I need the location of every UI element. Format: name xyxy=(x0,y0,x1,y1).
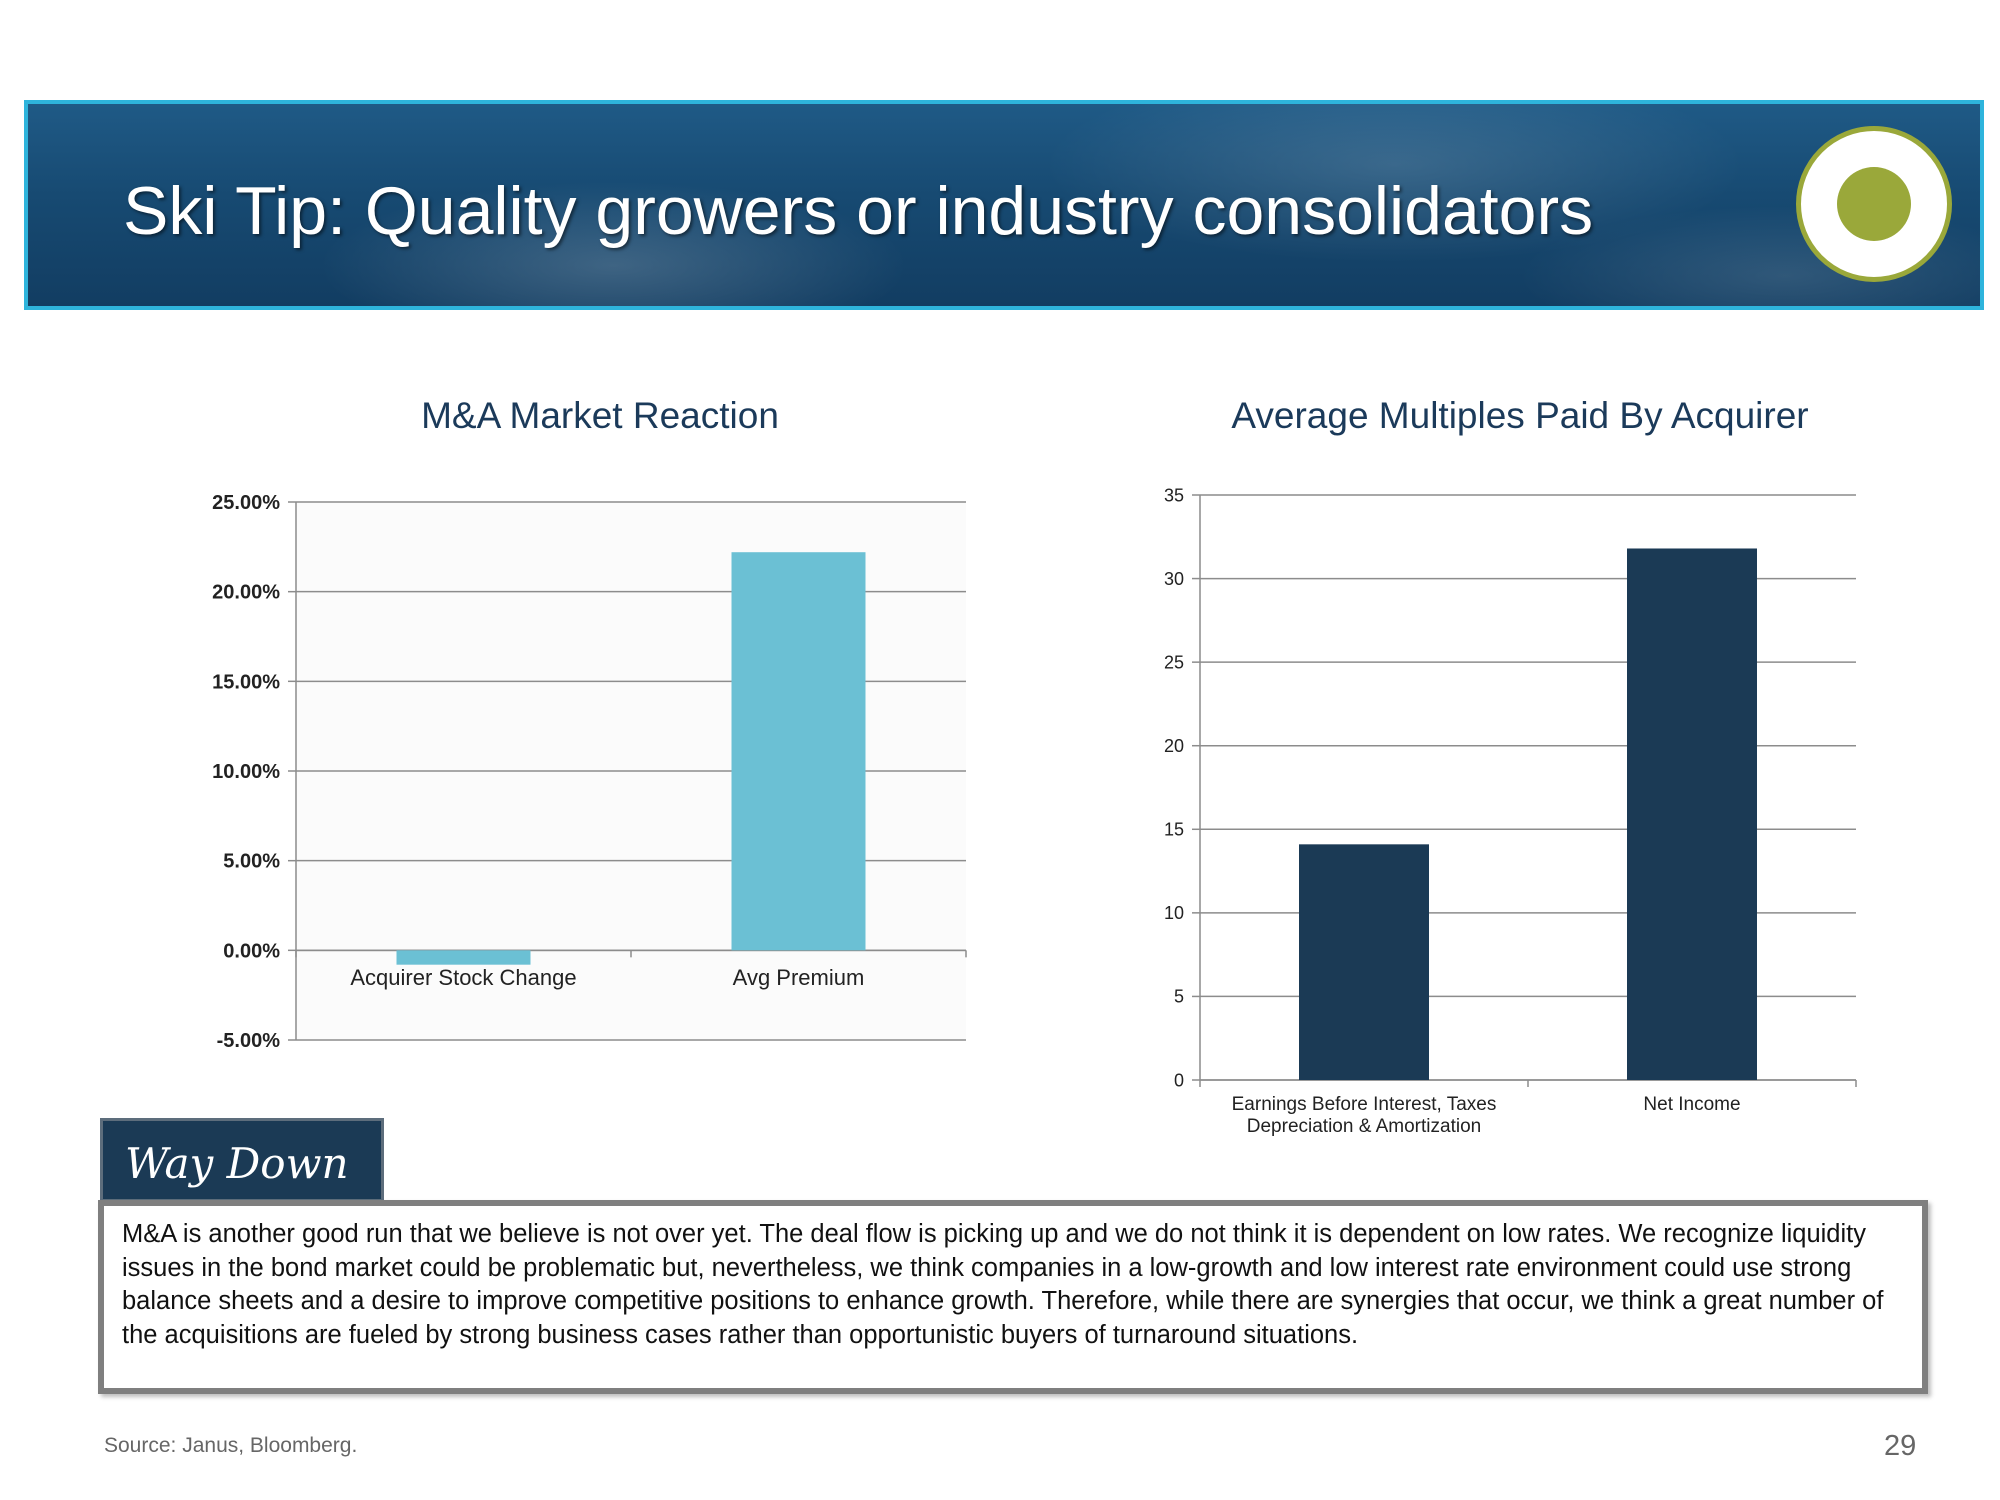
y-tick-label: 30 xyxy=(1164,569,1184,589)
x-category-label: Net Income xyxy=(1643,1094,1740,1115)
logo-dot xyxy=(1837,167,1911,241)
y-tick-label: 10.00% xyxy=(212,761,280,783)
y-tick-label: 5.00% xyxy=(223,851,280,873)
y-tick-label: 25 xyxy=(1164,652,1184,672)
y-tick-label: 0 xyxy=(1174,1070,1184,1090)
chart-1-title: M&A Market Reaction xyxy=(421,395,779,436)
y-tick-label: 20.00% xyxy=(212,582,280,604)
x-category-label: Earnings Before Interest, Taxes xyxy=(1232,1094,1497,1115)
x-category-label: Depreciation & Amortization xyxy=(1247,1116,1481,1137)
commentary-box: M&A is another good run that we believe … xyxy=(98,1200,1928,1394)
x-category-label: Acquirer Stock Change xyxy=(350,965,576,990)
commentary-text: M&A is another good run that we believe … xyxy=(122,1220,1884,1349)
y-tick-label: 0.00% xyxy=(223,940,280,962)
page-title: Ski Tip: Quality growers or industry con… xyxy=(123,173,1594,249)
y-tick-label: 25.00% xyxy=(212,492,280,514)
y-tick-label: 15.00% xyxy=(212,671,280,693)
way-down-label: Way Down xyxy=(125,1139,349,1188)
y-tick-label: 35 xyxy=(1164,485,1184,505)
x-category-label: Avg Premium xyxy=(733,965,865,990)
title-banner: Ski Tip: Quality growers or industry con… xyxy=(24,100,1984,310)
logo-circle-icon xyxy=(1796,126,1952,282)
bar-1-2 xyxy=(731,552,866,951)
y-tick-label: 5 xyxy=(1174,987,1184,1007)
way-down-label-box: Way Down xyxy=(100,1118,384,1202)
chart-2-title: Average Multiples Paid By Acquirer xyxy=(1231,395,1809,436)
bar-1-1 xyxy=(396,950,531,965)
bar-2-2 xyxy=(1627,548,1757,1080)
y-tick-label: -5.00% xyxy=(217,1030,281,1052)
y-tick-label: 20 xyxy=(1164,736,1184,756)
bar-2-1 xyxy=(1299,844,1429,1080)
y-tick-label: 15 xyxy=(1164,820,1184,840)
source-note: Source: Janus, Bloomberg. xyxy=(104,1434,358,1457)
page-number: 29 xyxy=(1884,1430,1917,1462)
y-tick-label: 10 xyxy=(1164,903,1184,923)
